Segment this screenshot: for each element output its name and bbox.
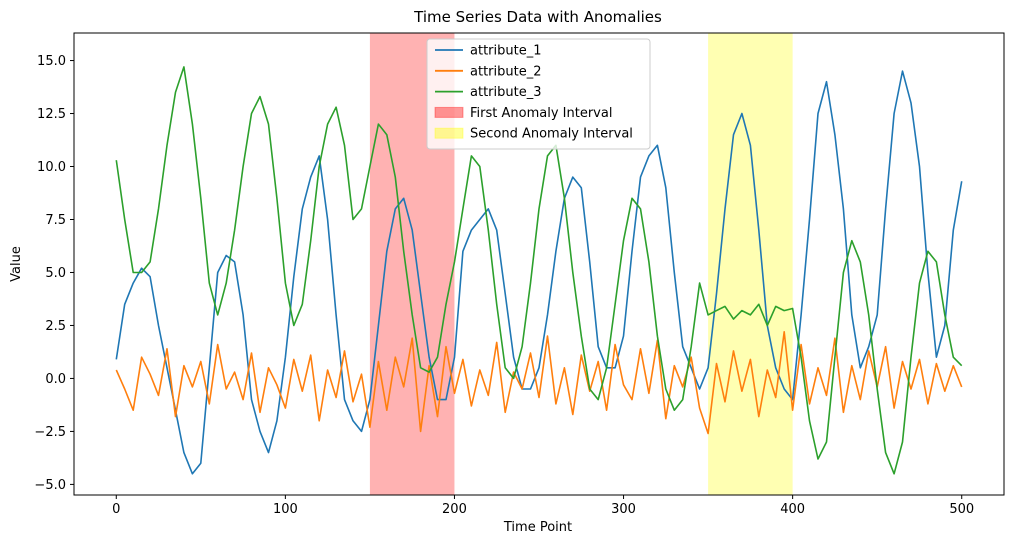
legend-box: [426, 38, 651, 150]
series-lines: [115, 66, 963, 475]
y-axis-title: Value: [9, 246, 24, 282]
chart-title: Time Series Data with Anomalies: [413, 8, 662, 26]
y-tick-label: 10.0: [37, 160, 66, 175]
y-tick-label: 5.0: [45, 266, 66, 281]
y-tick-label: 2.5: [45, 319, 66, 334]
legend-label: attribute_2: [470, 64, 541, 79]
x-tick-label: 400: [780, 502, 805, 517]
legend-label: attribute_3: [470, 85, 541, 100]
legend-label: attribute_1: [470, 44, 541, 59]
anomaly-span-2: [708, 33, 793, 495]
legend-swatch-span: [434, 127, 464, 139]
x-tick-label: 100: [273, 502, 298, 517]
legend: attribute_1 attribute_2 attribute_3 First A…: [426, 38, 651, 150]
x-tick-label: 200: [442, 502, 467, 517]
y-tick-label: 12.5: [37, 107, 66, 122]
legend-swatch-span: [434, 106, 464, 118]
x-tick-label: 300: [611, 502, 636, 517]
x-axis-title: Time Point: [503, 520, 572, 535]
y-tick-label: 15.0: [37, 54, 66, 69]
y-axis-ticks: −5.0 −2.5 0.0 2.5 5.0 7.5 10.0 12.5 15.0: [34, 54, 74, 493]
y-tick-label: 0.0: [45, 372, 66, 387]
plot-frame: [73, 32, 1005, 496]
legend-label: Second Anomaly Interval: [470, 127, 633, 142]
y-tick-label: −2.5: [34, 425, 66, 440]
series-line-attribute-1: [115, 70, 963, 475]
series-line-attribute-3: [115, 66, 963, 475]
x-tick-label: 500: [949, 502, 974, 517]
y-tick-label: 7.5: [45, 213, 66, 228]
series-line-attribute-2: [115, 330, 963, 435]
x-axis-ticks: 0 100 200 300 400 500: [112, 495, 974, 517]
y-tick-label: −5.0: [34, 478, 66, 493]
x-tick-label: 0: [112, 502, 120, 517]
legend-label: First Anomaly Interval: [470, 106, 612, 121]
